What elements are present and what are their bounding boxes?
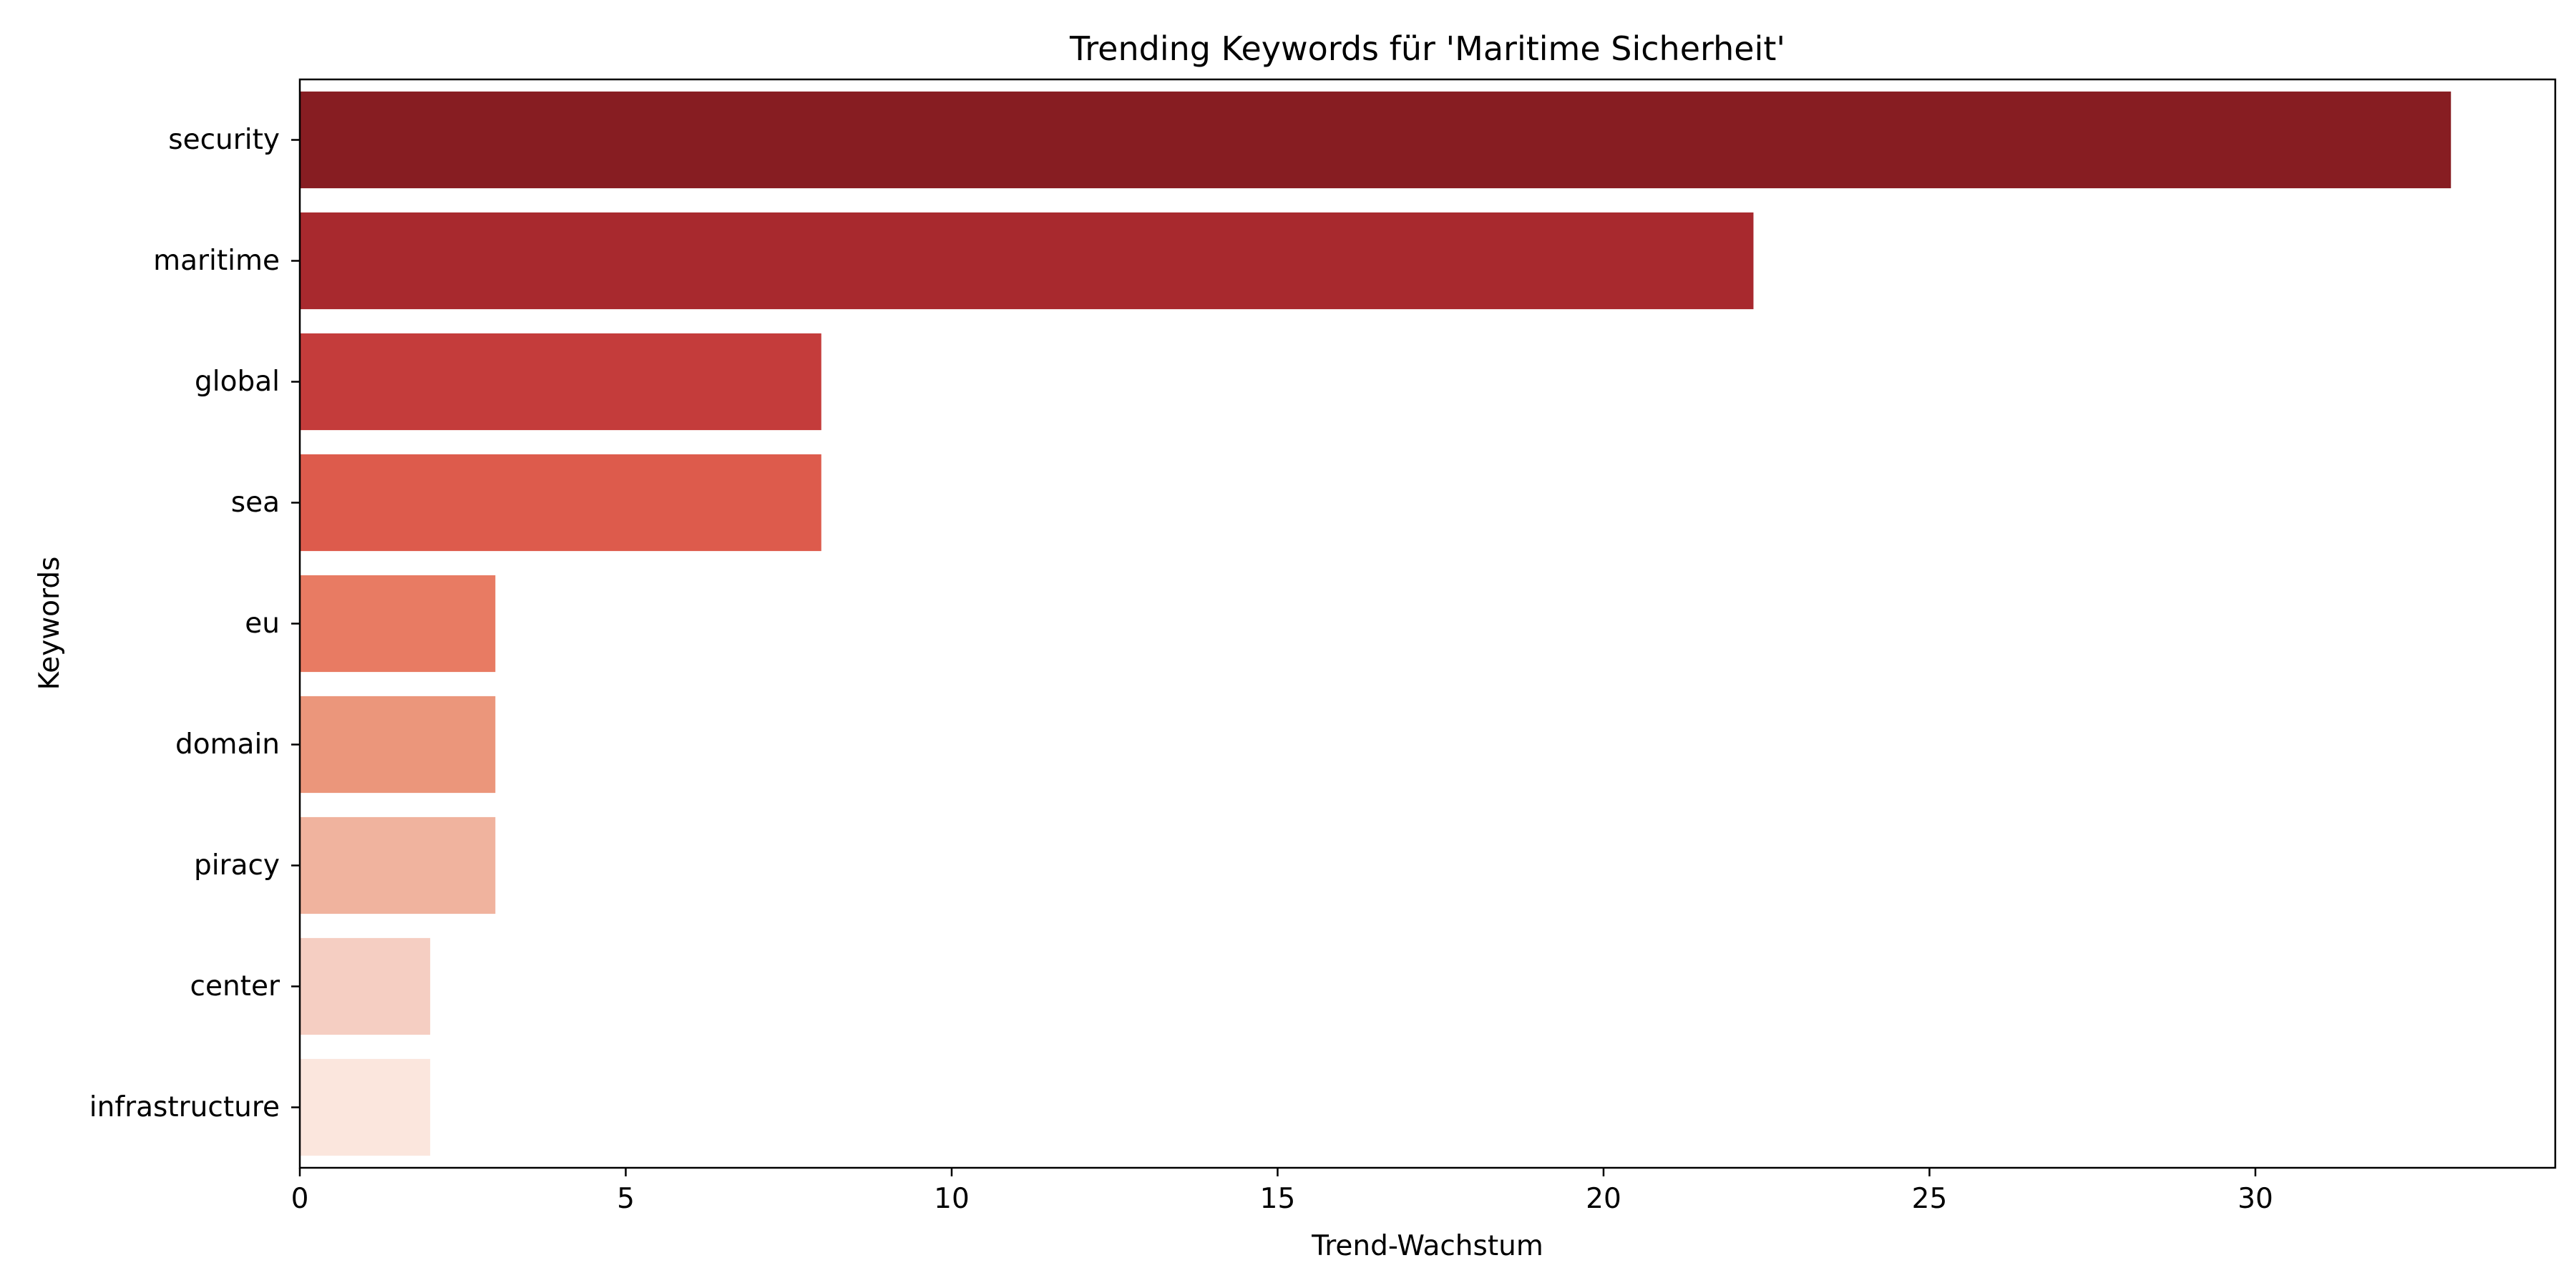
bar-security — [300, 91, 2451, 189]
x-axis-ticks: 0 5 10 15 20 25 30 — [291, 1168, 2273, 1215]
y-tick-label-security: security — [168, 124, 280, 156]
x-tick-label-25: 25 — [1912, 1183, 1948, 1215]
plot-frame — [298, 78, 2557, 1169]
x-tick-label-0: 0 — [291, 1183, 309, 1215]
y-axis-ticks: security maritime global sea eu domain piracy c… — [89, 124, 300, 1123]
bar-infrastructure — [300, 1058, 431, 1156]
x-tick-label-15: 15 — [1260, 1183, 1296, 1215]
bars-group — [300, 91, 2451, 1156]
bar-piracy — [300, 816, 496, 914]
bar-global — [300, 333, 821, 431]
y-tick-label-infrastructure: infrastructure — [89, 1091, 280, 1123]
y-tick-label-maritime: maritime — [153, 245, 280, 277]
x-tick-label-20: 20 — [1586, 1183, 1621, 1215]
x-tick-label-30: 30 — [2238, 1183, 2273, 1215]
x-tick-label-5: 5 — [617, 1183, 635, 1215]
y-tick-label-sea: sea — [231, 487, 280, 519]
bar-domain — [300, 696, 496, 794]
y-tick-label-piracy: piracy — [194, 849, 280, 882]
y-tick-label-global: global — [195, 366, 280, 398]
y-axis-label: Keywords — [34, 557, 66, 691]
y-tick-label-domain: domain — [175, 728, 280, 761]
x-axis-label: Trend-Wachstum — [1311, 1230, 1543, 1262]
y-tick-label-eu: eu — [245, 608, 280, 640]
bar-eu — [300, 575, 496, 673]
bar-sea — [300, 454, 821, 552]
bar-center — [300, 937, 431, 1035]
bar-maritime — [300, 212, 1754, 310]
x-tick-label-10: 10 — [934, 1183, 970, 1215]
y-tick-label-center: center — [190, 970, 280, 1002]
chart-title: Trending Keywords für 'Maritime Sicherhe… — [1069, 29, 1785, 68]
